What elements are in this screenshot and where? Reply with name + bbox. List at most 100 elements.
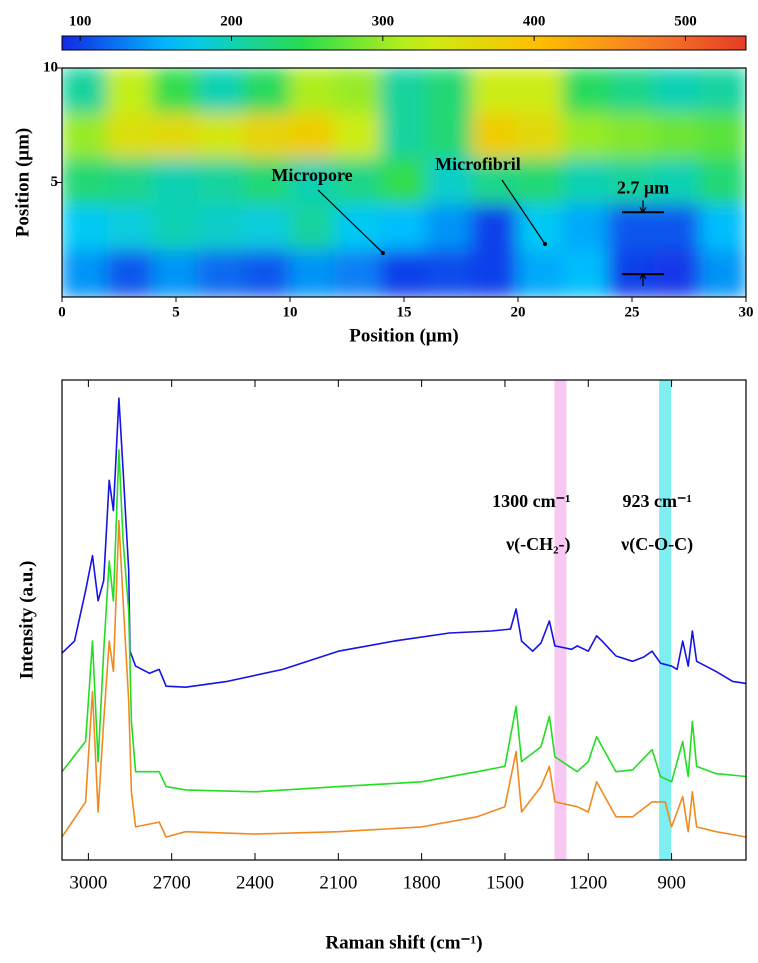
band: [659, 380, 672, 860]
heatmap-cell: [471, 204, 519, 253]
heatmap-cell: [380, 158, 428, 207]
heatmap-cell: [62, 204, 109, 253]
heatmap-cell: [653, 158, 702, 207]
x-tick-label: 1500: [486, 872, 524, 893]
heatmap-cell: [471, 68, 519, 115]
heatmap-cell: [243, 250, 291, 297]
heatmap-cell: [106, 68, 155, 115]
heatmap-cell: [562, 68, 611, 115]
heatmap-cell: [152, 204, 200, 253]
x-axis-label: Raman shift (cm⁻¹): [325, 932, 482, 953]
heatmap-cell: [197, 158, 246, 207]
heatmap-cell: [106, 204, 155, 253]
annotation-pointer: [501, 179, 546, 245]
heatmap-cell: [608, 158, 656, 207]
heatmap-cell: [243, 158, 291, 207]
heatmap-cell: [699, 204, 746, 253]
heatmap-cell: [608, 112, 656, 161]
heatmap-cell: [517, 204, 565, 253]
heatmap-cell: [380, 112, 428, 161]
heatmap-cell: [425, 68, 474, 115]
heatmap-cell: [334, 112, 383, 161]
heatmap-cell: [517, 250, 565, 297]
heatmap-cell: [334, 68, 383, 115]
heatmap-cell: [197, 204, 246, 253]
colorbar: [61, 35, 747, 51]
heatmap-cell: [380, 250, 428, 297]
heatmap-cell: [699, 68, 746, 115]
x-tick-label: 5: [172, 304, 180, 320]
heatmap-cell: [289, 204, 337, 253]
x-tick-label: 2700: [153, 872, 191, 893]
heatmap-cell: [152, 250, 200, 297]
heatmap-cell: [197, 250, 246, 297]
heatmap-cell: [152, 158, 200, 207]
y-tick-label: 5: [51, 174, 59, 190]
heatmap-cell: [517, 112, 565, 161]
heatmap-cell: [152, 68, 200, 115]
heatmap-cell: [243, 204, 291, 253]
heatmap-cell: [289, 112, 337, 161]
heatmap-cell: [699, 250, 746, 297]
band: [554, 380, 567, 860]
heatmap-cell: [62, 158, 109, 207]
heatmap-cell: [608, 68, 656, 115]
heatmap-cells: [62, 68, 746, 297]
colorbar-tick-label: 400: [523, 13, 546, 29]
heatmap-cell: [425, 204, 474, 253]
x-tick-label: 900: [657, 872, 686, 893]
spectrum-line: [61, 519, 747, 838]
y-tick-label: 10: [43, 59, 58, 75]
colorbar-tick-label: 500: [674, 13, 697, 29]
colorbar-tick-label: 300: [372, 13, 395, 29]
heatmap-cell: [197, 68, 246, 115]
heatmap-cell: [243, 112, 291, 161]
heatmap-cell: [197, 112, 246, 161]
plots: 100 200 300 400 500 0 5 10 15 20 25 30 5 10 Position (…: [12, 13, 753, 953]
heatmap-cell: [517, 68, 565, 115]
scale-arrow: [639, 200, 647, 214]
x-tick-label: 1800: [403, 872, 441, 893]
heatmap-cell: [334, 250, 383, 297]
heatmap-cell: [517, 158, 565, 207]
band-label: 1300 cm⁻¹: [492, 491, 570, 511]
x-tick-label: 2100: [319, 872, 357, 893]
heatmap-cell: [653, 68, 702, 115]
heatmap-cell: [62, 112, 109, 161]
annotation: Microfibril: [435, 154, 521, 174]
heatmap-cell: [425, 158, 474, 207]
x-tick-label: 10: [283, 304, 298, 320]
heatmap-cell: [62, 250, 109, 297]
heatmap-cell: [289, 250, 337, 297]
annotation-dot: [381, 251, 385, 255]
annotation: Micropore: [271, 165, 352, 185]
heatmap-cell: [562, 112, 611, 161]
band-label: 923 cm⁻¹: [622, 491, 691, 511]
x-tick-label: 1200: [569, 872, 607, 893]
heatmap-cell: [699, 112, 746, 161]
band-sublabel: ν(C-O-C): [620, 534, 693, 555]
heatmap-cell: [334, 158, 383, 207]
y-axis-label: Position (μm): [12, 128, 33, 237]
x-tick-label: 25: [625, 304, 640, 320]
heatmap-cell: [425, 112, 474, 161]
x-tick-label: 3000: [69, 872, 107, 893]
scale-bar-label: 2.7 μm: [617, 177, 669, 197]
heatmap-cell: [471, 250, 519, 297]
colorbar-tick-label: 200: [220, 13, 243, 29]
band-sublabel: ν(-CH₂-): [505, 534, 570, 555]
x-tick-label: 2400: [236, 872, 274, 893]
heatmap-cell: [562, 250, 611, 297]
heatmap-cell: [471, 158, 519, 207]
annotation-dot: [543, 242, 547, 246]
heatmap-cell: [106, 112, 155, 161]
heatmap-cell: [562, 204, 611, 253]
x-axis-label: Position (μm): [349, 325, 458, 346]
heatmap-cell: [243, 68, 291, 115]
heatmap-cell: [106, 250, 155, 297]
heatmap-cell: [653, 112, 702, 161]
spectrum-line: [61, 397, 747, 688]
spectrum-line: [61, 449, 747, 793]
annotation-pointer: [317, 189, 384, 254]
